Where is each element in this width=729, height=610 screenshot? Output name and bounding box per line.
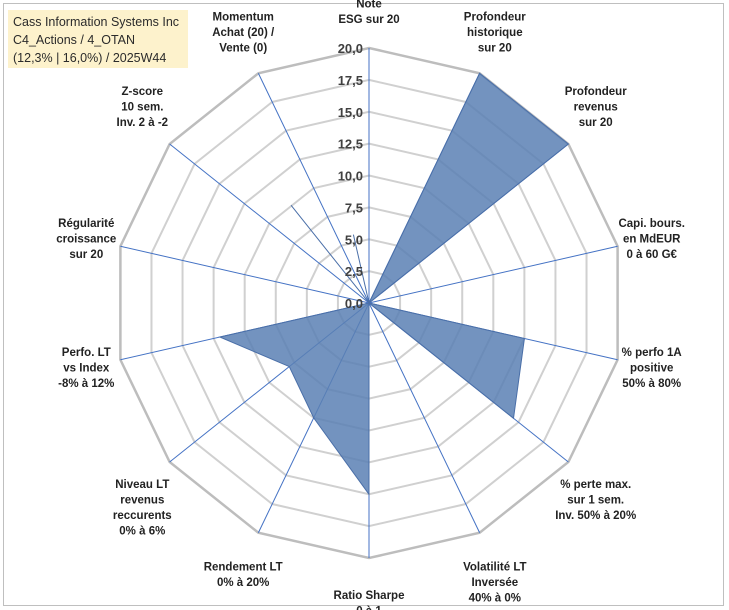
- axis-label-line: 0% à 20%: [217, 577, 269, 589]
- axis-label-line: 0 à 1: [356, 606, 382, 610]
- axis-label-line: sur 20: [69, 249, 103, 261]
- axis-label-line: -8% à 12%: [58, 378, 114, 390]
- axis-label-line: Inversée: [471, 577, 518, 589]
- tick-label-7: 17,5: [338, 73, 363, 88]
- axis-label-line: Ratio Sharpe: [334, 590, 405, 602]
- tick-label-5: 12,5: [338, 137, 363, 152]
- axis-label-line: Volatilité LT: [463, 561, 526, 573]
- axis-spoke-13: [257, 73, 370, 304]
- axis-label-4: % perfo 1A positive 50% à 80%: [622, 347, 682, 390]
- axis-label-0: Note ESG sur 20: [338, 0, 399, 26]
- tick-label-0: 0,0: [345, 296, 363, 311]
- axis-label-6: Volatilité LT Inversée 40% à 0%: [463, 561, 526, 604]
- axis-label-line: Achat (20) /: [212, 27, 275, 39]
- tick-label-3: 7,5: [345, 200, 363, 215]
- axis-spoke-3: [368, 245, 618, 304]
- axis-label-8: Rendement LT 0% à 20%: [204, 561, 283, 589]
- axis-label-5: % perte max. sur 1 sem. Inv. 50% à 20%: [555, 479, 636, 522]
- axis-label-line: Rendement LT: [204, 561, 283, 573]
- axis-label-line: historique: [467, 27, 523, 39]
- axis-label-10: Perfo. LT vs Index -8% à 12%: [58, 347, 114, 390]
- axis-label-line: 50% à 80%: [622, 378, 681, 390]
- axis-label-line: Capi. bours.: [618, 218, 684, 230]
- tick-label-1: 2,5: [345, 264, 363, 279]
- axis-label-line: 0 à 60 G€: [626, 249, 677, 261]
- radar-series: [218, 72, 570, 496]
- axis-label-7: Ratio Sharpe 0 à 1: [334, 590, 405, 610]
- axis-label-line: vs Index: [63, 363, 110, 375]
- axis-label-line: Perfo. LT: [62, 347, 111, 359]
- axis-label-line: revenus: [120, 494, 164, 506]
- axis-label-2: Profondeur revenus sur 20: [565, 86, 627, 129]
- axis-label-12: Z-score 10 sem. Inv. 2 à -2: [117, 86, 169, 129]
- axis-label-line: Vente (0): [219, 43, 267, 55]
- axis-label-line: en MdEUR: [623, 234, 681, 246]
- axis-spoke-11: [120, 245, 370, 304]
- tick-label-4: 10,0: [338, 169, 363, 184]
- company-name: Cass Information Systems Inc: [13, 15, 180, 29]
- radar-axis-labels: Note ESG sur 20 Profondeur historique sur 20…: [56, 0, 685, 610]
- axis-label-line: 0% à 6%: [119, 525, 165, 537]
- axis-label-line: % perte max.: [560, 479, 631, 491]
- axis-label-line: Momentum: [213, 12, 274, 24]
- series-area: [218, 72, 570, 496]
- axis-spoke-12: [169, 143, 370, 304]
- axis-label-line: sur 1 sem.: [567, 494, 624, 506]
- axis-label-line: ESG sur 20: [338, 14, 399, 26]
- score-week: (12,3% | 16,0%) / 2025W44: [13, 51, 167, 65]
- axis-label-line: 40% à 0%: [469, 592, 521, 604]
- portfolio-path: C4_Actions / 4_OTAN: [13, 33, 136, 47]
- axis-label-13: Momentum Achat (20) / Vente (0): [212, 12, 275, 55]
- axis-label-line: Inv. 50% à 20%: [555, 510, 636, 522]
- axis-label-line: Niveau LT: [115, 479, 169, 491]
- axis-label-3: Capi. bours. en MdEUR 0 à 60 G€: [618, 218, 684, 261]
- axis-label-line: sur 20: [579, 117, 613, 129]
- axis-label-line: % perfo 1A: [622, 347, 682, 359]
- axis-label-line: reccurents: [113, 510, 172, 522]
- axis-label-line: Profondeur: [464, 12, 526, 24]
- tick-label-8: 20,0: [338, 41, 363, 56]
- axis-label-line: Z-score: [122, 86, 164, 98]
- axis-label-9: Niveau LT revenus reccurents 0% à 6%: [113, 479, 172, 538]
- axis-label-line: sur 20: [478, 43, 512, 55]
- axis-label-line: positive: [630, 363, 673, 375]
- tick-label-6: 15,0: [338, 105, 363, 120]
- axis-label-line: Profondeur: [565, 86, 627, 98]
- axis-label-line: 10 sem.: [121, 102, 163, 114]
- axis-label-1: Profondeur historique sur 20: [464, 12, 526, 55]
- axis-label-line: revenus: [574, 102, 618, 114]
- axis-label-line: Note: [356, 0, 382, 11]
- axis-spoke-6: [368, 302, 481, 533]
- axis-label-line: Régularité: [58, 218, 114, 230]
- axis-label-11: Régularité croissance sur 20: [56, 218, 116, 261]
- chart-title-box: Cass Information Systems Inc C4_Actions …: [8, 10, 188, 68]
- radar-tick-labels: 0,0 2,5 5,0 7,5 10,0 12,5 15,0 17,5 20,0: [338, 41, 363, 311]
- axis-label-line: Inv. 2 à -2: [117, 117, 169, 129]
- axis-label-line: croissance: [56, 234, 116, 246]
- tick-label-2: 5,0: [345, 232, 363, 247]
